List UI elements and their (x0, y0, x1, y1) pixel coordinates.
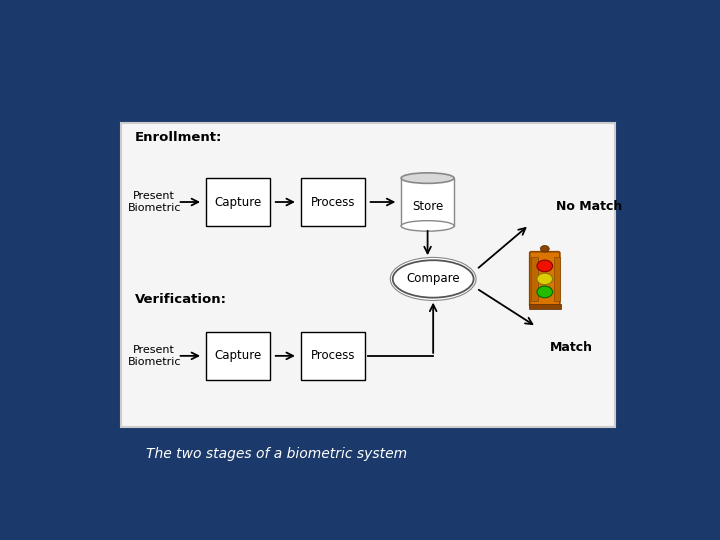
Text: Enrollment:: Enrollment: (135, 131, 222, 144)
Circle shape (537, 273, 552, 285)
Text: Match: Match (550, 341, 593, 354)
Ellipse shape (392, 260, 474, 298)
Text: Present
Biometric: Present Biometric (127, 191, 181, 213)
Text: The two stages of a biometric system: The two stages of a biometric system (145, 447, 407, 461)
FancyBboxPatch shape (301, 178, 365, 226)
Text: Capture: Capture (215, 195, 261, 208)
Text: Verification:: Verification: (135, 293, 227, 306)
Text: Process: Process (310, 195, 355, 208)
FancyBboxPatch shape (531, 257, 538, 301)
FancyBboxPatch shape (301, 332, 365, 380)
Bar (528, 304, 561, 309)
Text: No Match: No Match (556, 200, 622, 213)
FancyBboxPatch shape (530, 252, 560, 306)
Circle shape (540, 246, 549, 252)
FancyBboxPatch shape (554, 257, 560, 301)
Bar (401, 178, 454, 226)
FancyBboxPatch shape (121, 123, 615, 427)
Circle shape (537, 260, 552, 272)
Text: Store: Store (412, 200, 444, 213)
FancyBboxPatch shape (206, 178, 270, 226)
Ellipse shape (390, 258, 476, 300)
Ellipse shape (401, 221, 454, 231)
Circle shape (537, 286, 552, 298)
Ellipse shape (401, 173, 454, 184)
FancyBboxPatch shape (206, 332, 270, 380)
Text: Compare: Compare (406, 273, 460, 286)
Text: Present
Biometric: Present Biometric (127, 345, 181, 367)
Text: Process: Process (310, 349, 355, 362)
Text: Capture: Capture (215, 349, 261, 362)
